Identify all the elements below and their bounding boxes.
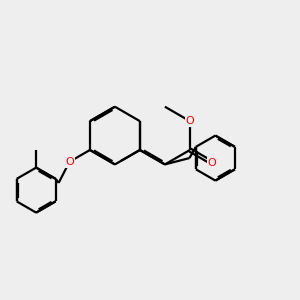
- Text: O: O: [185, 116, 194, 126]
- Text: O: O: [65, 157, 74, 167]
- Text: O: O: [208, 158, 216, 168]
